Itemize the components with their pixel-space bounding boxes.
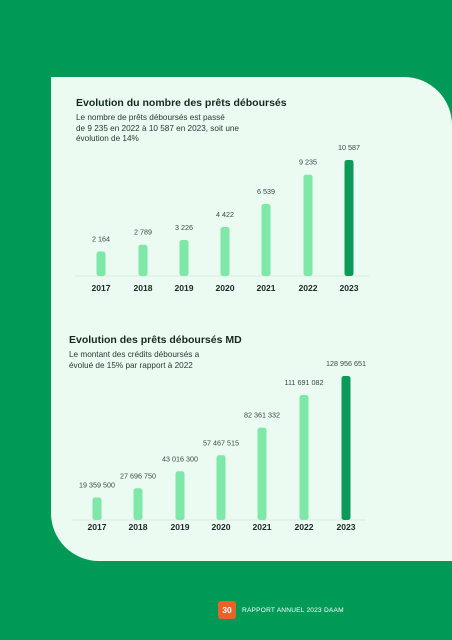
amounts-bar-2020 xyxy=(216,455,226,520)
loans-tick-label-2019: 2019 xyxy=(174,283,193,293)
amounts-tick-label-2020: 2020 xyxy=(211,522,230,532)
amounts-data-label-2018: 27 696 750 xyxy=(120,471,156,480)
amounts-chart-subtitle: Le montant des crédits déboursés a évolu… xyxy=(69,350,199,371)
loans-bar-2018 xyxy=(138,244,148,276)
loans-tick-label-2020: 2020 xyxy=(215,283,234,293)
amounts-tick-label-2022: 2022 xyxy=(294,522,313,532)
loans-bar-2017 xyxy=(96,251,106,276)
loans-data-label-2018: 2 789 xyxy=(134,228,152,237)
amounts-chart-title: Evolution des prêts déboursés MD xyxy=(69,334,242,346)
amounts-tick-label-2023: 2023 xyxy=(336,522,355,532)
amounts-bar-2017 xyxy=(92,497,102,520)
footer: 30 RAPPORT ANNUEL 2023 DAAM xyxy=(218,601,344,619)
loans-subtitle-line: de 9 235 en 2022 à 10 587 en 2023, soit … xyxy=(76,123,239,133)
amounts-bar-2018 xyxy=(133,488,143,520)
report-card xyxy=(51,77,452,561)
loans-data-label-2019: 3 226 xyxy=(175,223,193,232)
amounts-data-label-2019: 43 016 300 xyxy=(162,454,198,463)
loans-bar-2019 xyxy=(179,239,189,276)
amounts-data-label-2020: 57 467 515 xyxy=(203,438,239,447)
loans-bar-2020 xyxy=(220,226,230,276)
amounts-tick-label-2019: 2019 xyxy=(170,522,189,532)
loans-tick-label-2021: 2021 xyxy=(256,283,275,293)
loans-bar-2021 xyxy=(261,203,271,276)
loans-tick-label-2023: 2023 xyxy=(339,283,358,293)
loans-bar-2023 xyxy=(344,160,354,276)
amounts-data-label-2017: 19 359 500 xyxy=(79,481,115,490)
loans-data-label-2021: 6 539 xyxy=(257,187,275,196)
page-number-badge: 30 xyxy=(218,601,236,619)
amounts-tick-label-2018: 2018 xyxy=(128,522,147,532)
loans-chart-subtitle: Le nombre de prêts déboursés est passé d… xyxy=(76,113,239,145)
amounts-chart-plot: 19 359 500 2017 27 696 750 2018 43 016 300 20… xyxy=(71,359,366,532)
loans-data-label-2022: 9 235 xyxy=(299,158,317,167)
loans-tick-label-2017: 2017 xyxy=(91,283,110,293)
amounts-bar-2022 xyxy=(299,395,309,520)
loans-subtitle-line: Le nombre de prêts déboursés est passé xyxy=(76,113,225,122)
amounts-data-label-2021: 82 361 332 xyxy=(244,411,280,420)
loans-tick-label-2018: 2018 xyxy=(133,283,152,293)
loans-data-label-2017: 2 164 xyxy=(92,234,110,243)
loans-subtitle-line: évolution de 14% xyxy=(76,134,139,144)
loans-data-label-2023: 10 587 xyxy=(338,143,360,152)
loans-chart-plot: 2 164 2017 2 789 2018 3 226 2019 4 422 2020 6 53… xyxy=(75,143,369,293)
amounts-tick-label-2021: 2021 xyxy=(252,522,271,532)
report-title: RAPPORT ANNUEL 2023 DAAM xyxy=(242,606,344,614)
loans-tick-label-2022: 2022 xyxy=(298,283,317,293)
loans-chart-title: Evolution du nombre des prêts déboursés xyxy=(76,97,287,109)
amounts-bar-2019 xyxy=(175,471,185,520)
amounts-bar-2021 xyxy=(257,427,267,520)
loans-data-label-2020: 4 422 xyxy=(216,210,234,219)
amounts-bar-2023 xyxy=(341,376,351,520)
amounts-data-label-2022: 111 691 082 xyxy=(285,378,324,387)
amounts-subtitle-line: évolué de 15% par rapport à 2022 xyxy=(69,360,193,370)
amounts-tick-label-2017: 2017 xyxy=(87,522,106,532)
amounts-subtitle-line: Le montant des crédits déboursés a xyxy=(69,350,200,359)
loans-bar-2022 xyxy=(303,174,313,276)
amounts-data-label-2023: 128 956 651 xyxy=(326,359,366,368)
